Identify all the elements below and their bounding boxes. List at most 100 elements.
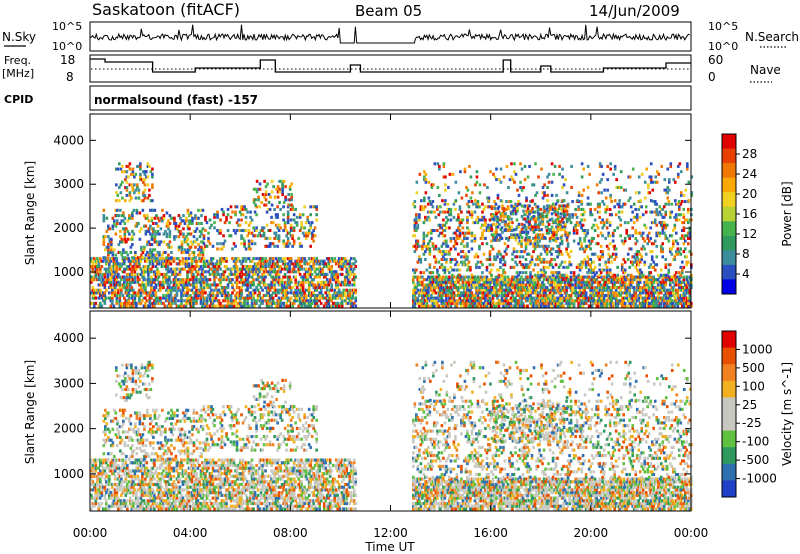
echo-cell (437, 213, 441, 217)
echo-cell (457, 228, 460, 233)
echo-cell (457, 268, 460, 272)
echo-cell (496, 278, 499, 282)
echo-cell (577, 280, 580, 284)
echo-cell (130, 264, 134, 269)
echo-cell (312, 299, 315, 303)
echo-cell (147, 283, 150, 287)
echo-cell (652, 296, 656, 300)
echo-cell (137, 164, 141, 168)
echo-cell (661, 296, 665, 300)
echo-cell (205, 299, 209, 303)
echo-cell (433, 286, 436, 290)
echo-cell (662, 299, 666, 303)
echo-cell (195, 275, 198, 279)
echo-cell (416, 296, 420, 300)
echo-cell (634, 299, 638, 303)
echo-cell (354, 291, 358, 295)
echo-cell (330, 267, 333, 271)
echo-cell (614, 286, 618, 290)
echo-cell (577, 286, 580, 290)
echo-cell (166, 270, 170, 274)
echo-cell (608, 296, 612, 300)
echo-cell (240, 296, 243, 300)
echo-cell (303, 293, 306, 297)
echo-cell (673, 275, 677, 279)
echo-cell (238, 304, 242, 308)
echo-cell (304, 234, 308, 238)
echo-cell (632, 278, 636, 282)
echo-cell (506, 280, 510, 284)
echo-cell (449, 239, 453, 243)
echo-cell (183, 304, 186, 308)
echo-cell (274, 264, 278, 269)
echo-cell (270, 242, 273, 246)
echo-cell (159, 257, 162, 261)
echo-cell (169, 301, 173, 305)
echo-cell (226, 301, 230, 305)
echo-cell (434, 278, 438, 282)
echo-cell (164, 229, 167, 233)
echo-cell (631, 296, 635, 300)
echo-cell (466, 280, 469, 284)
echo-cell (551, 202, 555, 206)
echo-cell (322, 259, 326, 263)
echo-cell (354, 264, 358, 269)
echo-cell (419, 280, 423, 284)
echo-cell (309, 259, 312, 263)
echo-cell (225, 278, 228, 282)
echo-cell (304, 275, 308, 279)
echo-cell (134, 250, 137, 254)
echo-cell (601, 296, 604, 300)
echo-cell (252, 280, 255, 284)
echo-cell (464, 252, 468, 256)
echo-cell (190, 257, 194, 261)
echo-cell (617, 299, 621, 303)
echo-cell (192, 264, 195, 269)
echo-cell (467, 301, 471, 305)
echo-cell (333, 278, 337, 282)
echo-cell (688, 301, 692, 305)
echo-cell (467, 200, 471, 204)
echo-cell (186, 237, 190, 241)
echo-cell (665, 299, 669, 303)
echo-cell (428, 263, 432, 267)
echo-cell (96, 291, 99, 295)
echo-cell (298, 267, 302, 271)
echo-cell (292, 291, 296, 295)
echo-cell (505, 207, 508, 211)
echo-cell (165, 243, 169, 247)
echo-cell (635, 275, 639, 279)
echo-cell (108, 278, 111, 282)
echo-cell (128, 232, 131, 236)
echo-cell (190, 262, 194, 266)
echo-cell (650, 275, 654, 279)
echo-cell (283, 272, 287, 276)
echo-cell (629, 301, 633, 305)
echo-cell (199, 275, 203, 279)
echo-cell (142, 270, 146, 274)
echo-cell (113, 248, 116, 252)
echo-cell (613, 278, 616, 282)
echo-cell (563, 226, 567, 230)
echo-cell (553, 304, 556, 308)
echo-cell (466, 296, 469, 300)
echo-cell (488, 271, 492, 275)
echo-cell (226, 286, 230, 290)
echo-cell (485, 275, 489, 279)
echo-cell (294, 283, 297, 287)
echo-cell (685, 301, 689, 305)
echo-cell (488, 218, 492, 222)
echo-cell (264, 259, 267, 263)
echo-cell (449, 218, 453, 222)
echo-cell (348, 280, 352, 284)
echo-cell (602, 301, 606, 305)
echo-cell (348, 275, 352, 279)
echo-cell (213, 304, 216, 308)
echo-cell (563, 280, 567, 284)
echo-cell (159, 280, 162, 284)
echo-cell (614, 288, 618, 292)
echo-cell (240, 234, 243, 238)
echo-cell (124, 299, 128, 303)
echo-cell (149, 250, 152, 254)
echo-cell (479, 291, 483, 295)
